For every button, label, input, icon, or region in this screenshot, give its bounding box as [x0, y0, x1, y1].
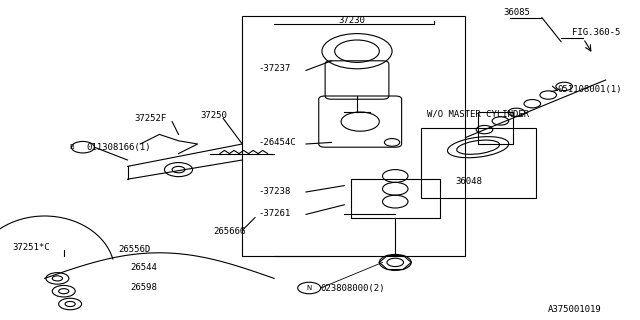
Bar	[478, 112, 513, 144]
Text: 36085: 36085	[504, 8, 531, 17]
Bar	[243, 16, 465, 256]
Text: 37251*C: 37251*C	[13, 244, 51, 252]
Text: 051108001(1): 051108001(1)	[558, 85, 622, 94]
Text: 26556D: 26556D	[118, 245, 150, 254]
Text: 26544: 26544	[131, 263, 157, 272]
Text: -37261: -37261	[258, 209, 291, 218]
Text: -26454C: -26454C	[258, 138, 296, 147]
Text: 36048: 36048	[456, 177, 483, 186]
Text: -37237: -37237	[258, 64, 291, 73]
Text: 26566G: 26566G	[214, 227, 246, 236]
Text: 37250: 37250	[201, 111, 228, 120]
Text: N: N	[307, 285, 312, 291]
Text: FIG.360-5: FIG.360-5	[572, 28, 621, 37]
Text: -37238: -37238	[258, 187, 291, 196]
Text: 26598: 26598	[131, 284, 157, 292]
Text: W/O MASTER CYLINDER: W/O MASTER CYLINDER	[427, 109, 529, 118]
Bar	[351, 179, 440, 218]
Text: 011308166(1): 011308166(1)	[86, 143, 150, 152]
Text: B: B	[70, 144, 74, 150]
Text: 37230: 37230	[338, 16, 365, 25]
Text: A375001019: A375001019	[548, 305, 602, 314]
Text: 023808000(2): 023808000(2)	[321, 284, 385, 292]
Text: 37252F: 37252F	[134, 114, 166, 123]
Bar	[420, 128, 536, 198]
